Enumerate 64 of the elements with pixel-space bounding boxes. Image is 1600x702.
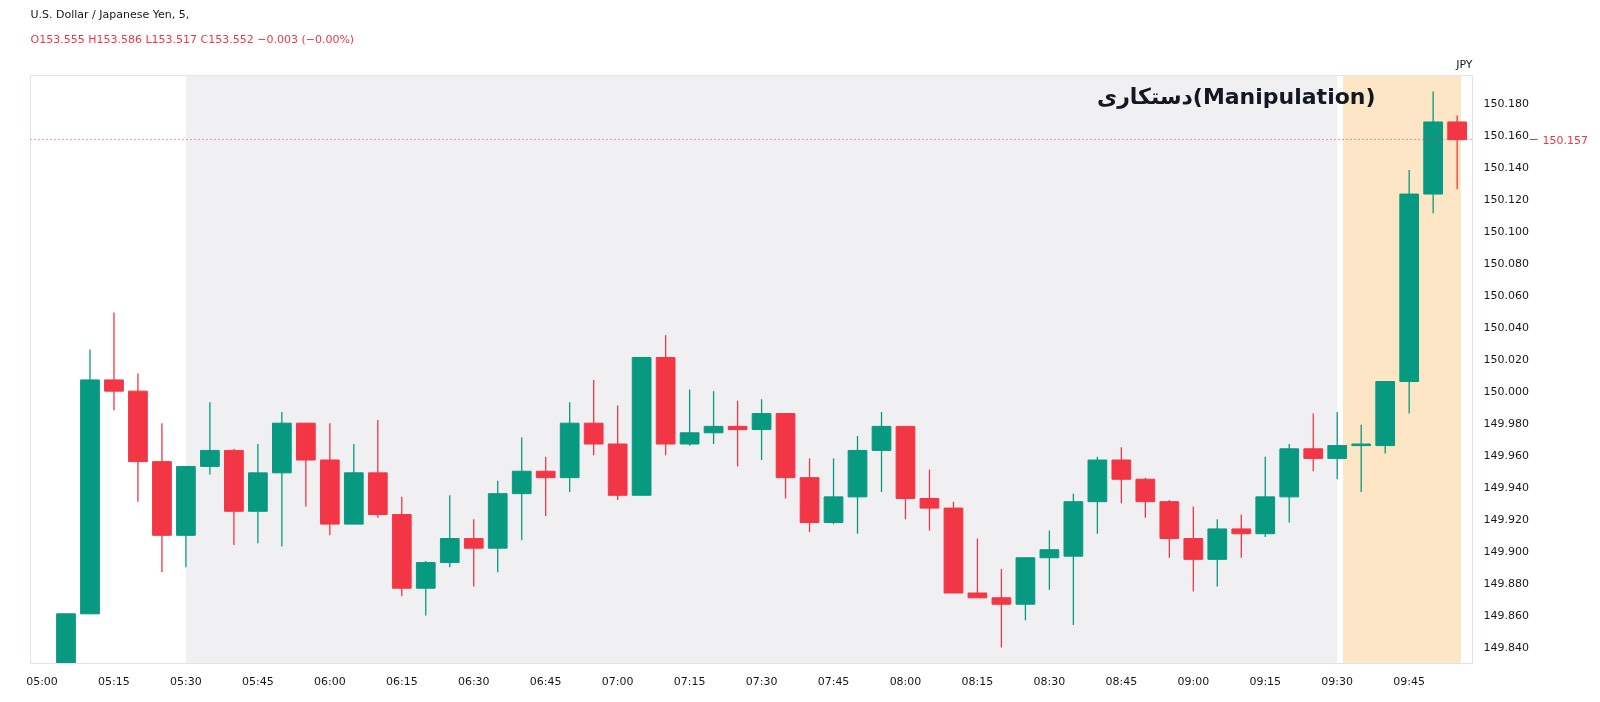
y-tick-label: 149.920 <box>1483 513 1529 527</box>
candlestick <box>679 388 700 447</box>
y-tick-label: 149.940 <box>1483 481 1529 495</box>
candlestick <box>104 311 124 412</box>
x-tick-label: 05:45 <box>242 674 274 688</box>
chart-title: U.S. Dollar / Japanese Yen, 5, <box>30 7 190 21</box>
y-tick-label: 150.180 <box>1483 96 1529 110</box>
x-tick-label: 07:15 <box>673 674 706 688</box>
y-tick-label: 149.880 <box>1483 577 1529 591</box>
candlestick <box>535 456 556 517</box>
y-tick-label: 150.040 <box>1483 321 1529 335</box>
y-tick-label: 150.120 <box>1483 192 1529 206</box>
y-tick-label: 149.960 <box>1483 449 1529 463</box>
x-tick-label: 09:30 <box>1321 674 1354 688</box>
y-tick-label: 150.080 <box>1483 256 1529 270</box>
x-tick-label: 08:15 <box>961 674 994 688</box>
x-tick-label: 09:00 <box>1177 674 1210 688</box>
candlestick <box>1327 411 1348 480</box>
y-tick-label: 149.840 <box>1483 641 1529 655</box>
candlestick <box>1231 513 1252 559</box>
ref-line-label: 150.157 <box>1542 133 1588 147</box>
y-tick-label: 150.140 <box>1483 160 1529 174</box>
y-tick-label: 150.060 <box>1483 289 1529 302</box>
annotation: دستکاری(Manipulation) <box>1097 83 1376 109</box>
y-tick-label: 149.980 <box>1483 417 1529 431</box>
y-tick-label: 149.900 <box>1483 545 1529 559</box>
y-tick-label: 149.860 <box>1483 609 1529 623</box>
candlestick <box>1183 505 1204 593</box>
candlestick <box>703 390 724 445</box>
x-tick-label: 08:30 <box>1033 674 1066 688</box>
y-tick-label: 150.020 <box>1483 353 1529 367</box>
x-tick-label: 05:15 <box>98 674 130 688</box>
candlestick <box>583 379 604 456</box>
candlestick <box>463 518 484 588</box>
y-tick-label: 150.100 <box>1483 224 1529 238</box>
candlestick <box>1351 424 1372 493</box>
candlestick <box>511 436 532 541</box>
x-tick-label: 07:30 <box>745 674 778 688</box>
x-tick-label: 06:30 <box>457 674 490 688</box>
x-tick-label: 05:30 <box>170 674 202 688</box>
x-tick-label: 08:00 <box>889 674 922 688</box>
x-tick-label: 06:45 <box>529 674 562 688</box>
x-tick-label: 08:45 <box>1105 674 1138 688</box>
candlestick <box>751 398 772 461</box>
candlestick <box>919 468 940 532</box>
candlestick <box>1111 446 1132 504</box>
candlestick <box>1303 412 1324 472</box>
y-axis-title: JPY <box>1455 57 1473 71</box>
y-tick-label: 150.000 <box>1483 385 1529 399</box>
candlestick <box>991 568 1012 649</box>
candlestick <box>1135 477 1156 519</box>
candlestick <box>967 537 988 599</box>
x-tick-label: 06:00 <box>313 674 346 688</box>
chart-subtitle: O153.555 H153.586 L153.517 C153.552 −0.003 (−0.00%) <box>30 32 355 46</box>
x-tick-label: 05:00 <box>26 674 58 688</box>
candlestick <box>727 400 748 468</box>
x-tick-label: 09:15 <box>1249 674 1282 688</box>
x-tick-label: 07:00 <box>601 674 634 688</box>
candlestick <box>200 401 220 476</box>
x-tick-label: 06:15 <box>385 674 418 688</box>
candlestick <box>1039 529 1060 591</box>
y-tick-label: 150.160 <box>1483 128 1529 142</box>
x-tick-label: 09:45 <box>1393 674 1426 688</box>
x-tick-label: 07:45 <box>817 674 850 688</box>
